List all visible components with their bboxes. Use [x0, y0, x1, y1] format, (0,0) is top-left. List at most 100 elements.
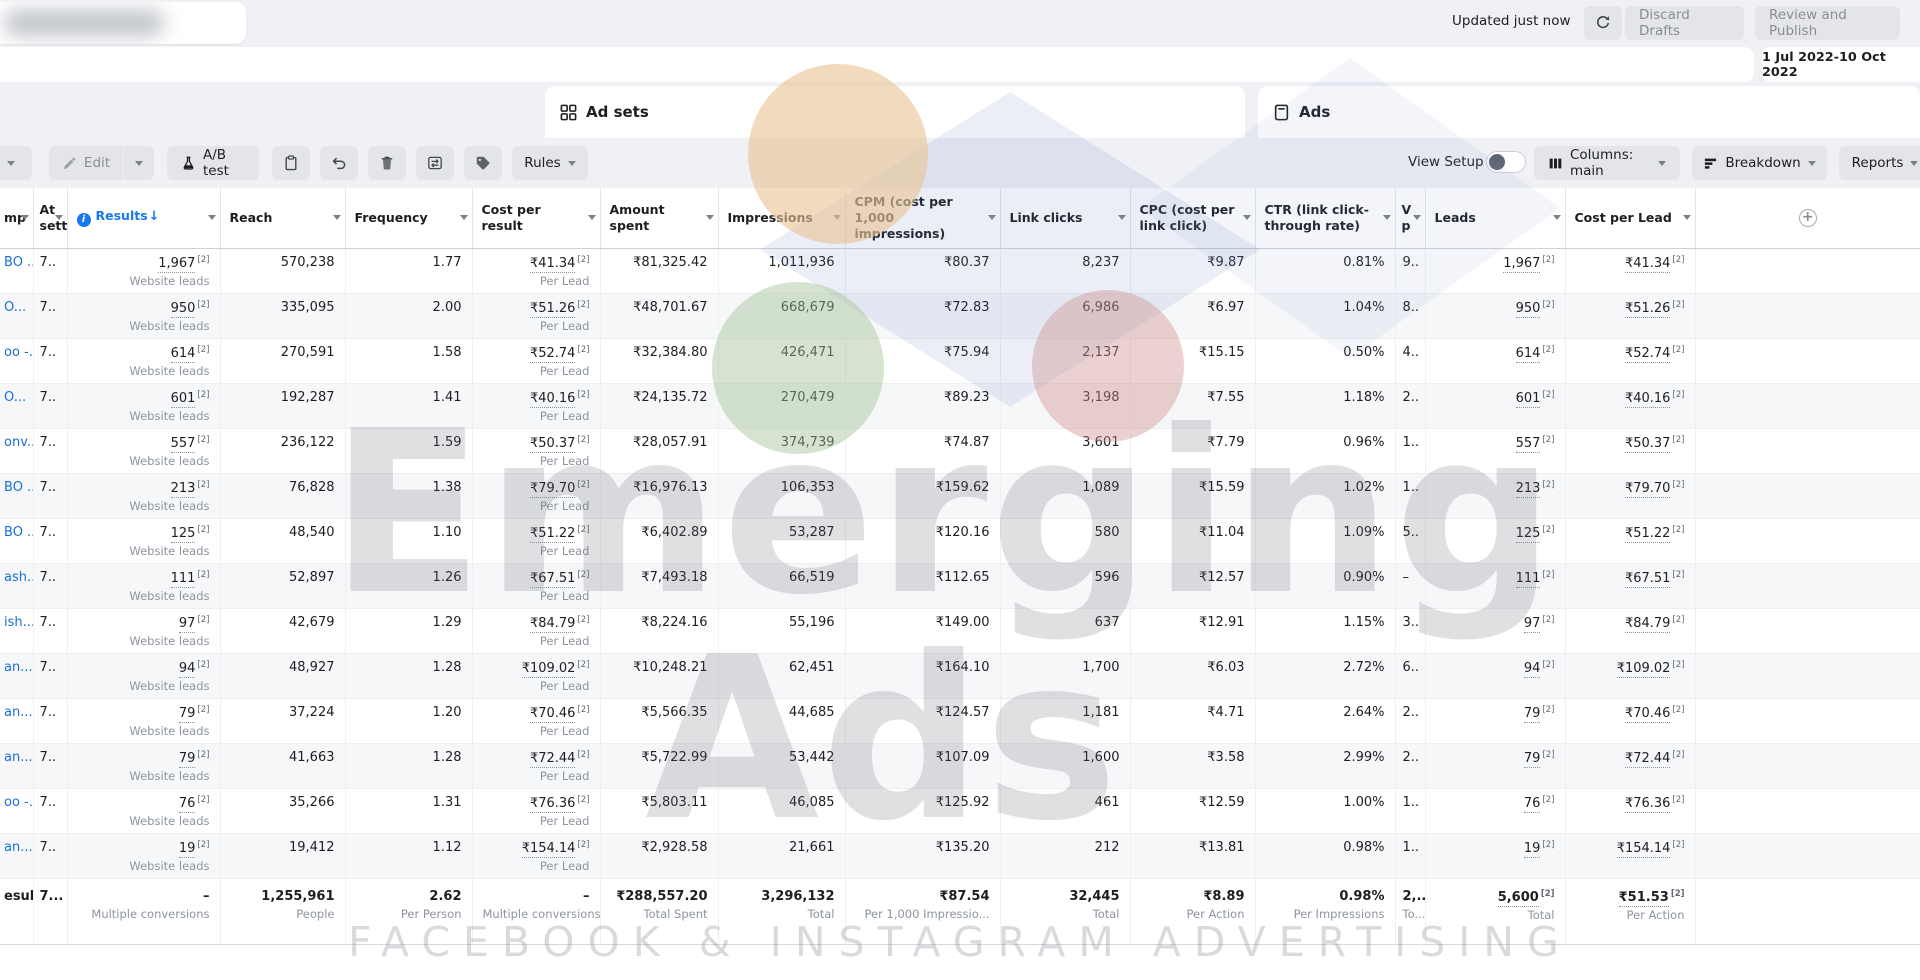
table-row[interactable]: an... 7.. 79 [2] Website leads 37,224 1.20 ₹70.… [0, 698, 1920, 744]
tag-button[interactable] [464, 146, 502, 180]
column-header-cpm[interactable]: CPM (cost per 1,000 impressions) [845, 188, 1001, 249]
column-header-frequency[interactable]: Frequency [345, 188, 473, 249]
campaign-link[interactable]: an... [4, 659, 33, 675]
table-row[interactable]: ash...7..111[2]Website leads52,8971.26₹6… [0, 563, 1920, 609]
cell-value[interactable]: ₹67.51 [1624, 570, 1671, 588]
table-row[interactable]: an... 7.. 79 [2] Website leads 41,663 1.28 ₹72.… [0, 743, 1920, 789]
cell-value[interactable]: 97 [178, 615, 196, 633]
table-row[interactable]: oo -...7..614[2]Website leads270,5911.58… [0, 338, 1920, 384]
cell-value[interactable]: 97 [1523, 615, 1541, 633]
cell-value[interactable]: ₹51.22 [529, 525, 576, 543]
column-header-add[interactable]: + [1695, 188, 1920, 249]
campaign-link[interactable]: ish... [4, 614, 33, 630]
table-row[interactable]: O... 7.. 950 [2] Website leads 335,095 2.00 ₹51… [0, 293, 1920, 339]
table-row[interactable]: BO ...7..125[2]Website leads48,5401.10₹5… [0, 518, 1920, 564]
cell-value[interactable]: 111 [1515, 570, 1541, 588]
column-header-cpc[interactable]: CPC (cost per link click) [1130, 188, 1256, 249]
cell-value[interactable]: 79 [1523, 750, 1541, 768]
campaign-link[interactable]: O... [4, 389, 27, 405]
column-header-impressions[interactable]: Impressions [718, 188, 846, 249]
table-row[interactable]: BO ...7..213[2]Website leads76,8281.38₹7… [0, 473, 1920, 519]
duplicate-button[interactable] [272, 146, 310, 180]
cell-value[interactable]: 614 [170, 345, 196, 363]
table-row[interactable]: an... 7.. 94 [2] Website leads 48,927 1.28 ₹109… [0, 653, 1920, 699]
cell-value[interactable]: ₹70.46 [529, 705, 576, 723]
cell-value[interactable]: 94 [1523, 660, 1541, 678]
cell-value[interactable]: 213 [170, 480, 196, 498]
cell-value[interactable]: ₹67.51 [529, 570, 576, 588]
campaign-link[interactable]: an... [4, 704, 33, 720]
cell-value[interactable]: 614 [1515, 345, 1541, 363]
cell-value[interactable]: 76 [178, 795, 196, 813]
campaign-link[interactable]: ash... [4, 569, 32, 585]
date-range-picker[interactable]: 1 Jul 2022-10 Oct 2022 [1762, 47, 1920, 82]
campaign-link[interactable]: BO ... [4, 254, 32, 270]
campaign-link[interactable]: an... [4, 749, 33, 765]
chevron-down-icon[interactable] [20, 215, 29, 220]
cell-value[interactable]: ₹154.14 [1616, 840, 1671, 858]
review-and-publish-button[interactable]: Review and Publish [1755, 6, 1900, 40]
ab-test-button[interactable]: A/B test [167, 146, 259, 180]
cell-value[interactable]: ₹79.70 [1624, 480, 1671, 498]
discard-drafts-button[interactable]: Discard Drafts [1625, 6, 1744, 40]
table-row[interactable]: an... 7.. 19 [2] Website leads 19,412 1.12 ₹154… [0, 833, 1920, 879]
cell-value[interactable]: ₹76.36 [1624, 795, 1671, 813]
chevron-down-icon[interactable] [1382, 215, 1391, 220]
cell-value[interactable]: ₹109.02 [1616, 660, 1671, 678]
cell-value[interactable]: ₹52.74 [1624, 345, 1671, 363]
table-row[interactable]: O... 7.. 601 [2] Website leads 192,287 1.41 ₹40… [0, 383, 1920, 429]
search-filter-bar[interactable] [0, 47, 1754, 82]
cell-value[interactable]: ₹50.37 [1624, 435, 1671, 453]
cell-value[interactable]: ₹72.44 [529, 750, 576, 768]
more-actions-dropdown-button[interactable] [0, 146, 32, 180]
cell-value[interactable]: 19 [178, 840, 196, 858]
cell-value[interactable]: 1,967 [158, 255, 196, 273]
column-header-spent[interactable]: Amount spent [600, 188, 719, 249]
chevron-down-icon[interactable] [459, 215, 468, 220]
cell-value[interactable]: 557 [1515, 435, 1541, 453]
campaign-link[interactable]: an... [4, 839, 33, 855]
campaign-link[interactable]: onv... [4, 434, 32, 450]
chevron-down-icon[interactable] [1412, 215, 1421, 220]
cell-value[interactable]: 5,600 [1497, 889, 1539, 907]
chevron-down-icon[interactable] [1242, 215, 1251, 220]
column-header-att[interactable]: At sett [33, 188, 68, 249]
cell-value[interactable]: ₹51.53 [1618, 889, 1669, 907]
column-header-clicks[interactable]: Link clicks [1000, 188, 1131, 249]
cell-value[interactable]: 557 [170, 435, 196, 453]
chevron-down-icon[interactable] [1552, 215, 1561, 220]
table-row[interactable]: onv...7..557[2]Website leads236,1221.59₹… [0, 428, 1920, 474]
chevron-down-icon[interactable] [207, 215, 216, 220]
tab-ads[interactable]: Ads [1258, 86, 1920, 138]
rules-button[interactable]: Rules [512, 146, 588, 180]
column-header-leads[interactable]: Leads [1425, 188, 1566, 249]
sync-arrows-icon-button[interactable] [416, 146, 454, 180]
cell-value[interactable]: ₹51.26 [529, 300, 576, 318]
breakdown-button[interactable]: Breakdown [1692, 146, 1827, 180]
cell-value[interactable]: 111 [170, 570, 196, 588]
cell-value[interactable]: 950 [170, 300, 196, 318]
cell-value[interactable]: ₹41.34 [529, 255, 576, 273]
edit-button[interactable]: Edit [49, 146, 123, 180]
cell-value[interactable]: ₹70.46 [1624, 705, 1671, 723]
table-row[interactable]: oo -...7..76[2]Website leads35,2661.31₹7… [0, 788, 1920, 834]
cell-value[interactable]: ₹52.74 [529, 345, 576, 363]
cell-value[interactable]: 213 [1515, 480, 1541, 498]
chevron-down-icon[interactable] [1682, 215, 1691, 220]
column-header-vp[interactable]: V p [1395, 188, 1426, 249]
cell-value[interactable]: 125 [1515, 525, 1541, 543]
cell-value[interactable]: ₹72.44 [1624, 750, 1671, 768]
chevron-down-icon[interactable] [54, 215, 63, 220]
campaign-link[interactable]: O... [4, 299, 27, 315]
undo-button[interactable] [320, 146, 358, 180]
column-header-cpr[interactable]: Cost per result [472, 188, 601, 249]
cell-value[interactable]: ₹51.26 [1624, 300, 1671, 318]
cell-value[interactable]: ₹79.70 [529, 480, 576, 498]
refresh-button[interactable] [1584, 6, 1622, 40]
cell-value[interactable]: ₹154.14 [521, 840, 576, 858]
cell-value[interactable]: ₹40.16 [529, 390, 576, 408]
cell-value[interactable]: ₹76.36 [529, 795, 576, 813]
chevron-down-icon[interactable] [832, 215, 841, 220]
cell-value[interactable]: ₹51.22 [1624, 525, 1671, 543]
cell-value[interactable]: 79 [178, 705, 196, 723]
